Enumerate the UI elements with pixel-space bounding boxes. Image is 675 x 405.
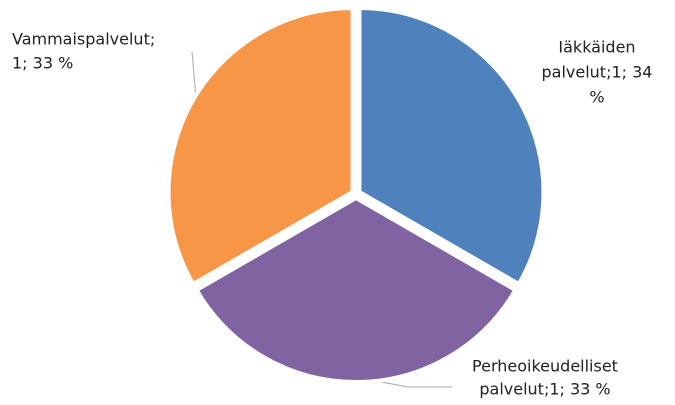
data-label: Vammaispalvelut; 1; 33 %: [12, 30, 155, 73]
data-label: Iäkkäiden palvelut;1; 34%: [542, 38, 653, 107]
data-label-line: %: [589, 88, 604, 107]
leader-line: [191, 51, 197, 99]
pie-slice: [357, 5, 546, 287]
data-label-line: palvelut;1; 33 %: [479, 380, 610, 399]
data-label-line: Perheoikeudelliset: [472, 357, 618, 376]
data-label-line: 1; 33 %: [12, 54, 73, 73]
pie-slice: [166, 5, 355, 287]
data-label-line: Vammaispalvelut;: [12, 30, 155, 49]
data-label-line: Iäkkäiden: [558, 38, 635, 57]
data-label-line: palvelut;1; 34: [542, 63, 653, 82]
pie-slice: [193, 195, 519, 384]
data-label: Perheoikeudelliset palvelut;1; 33 %: [472, 357, 618, 399]
